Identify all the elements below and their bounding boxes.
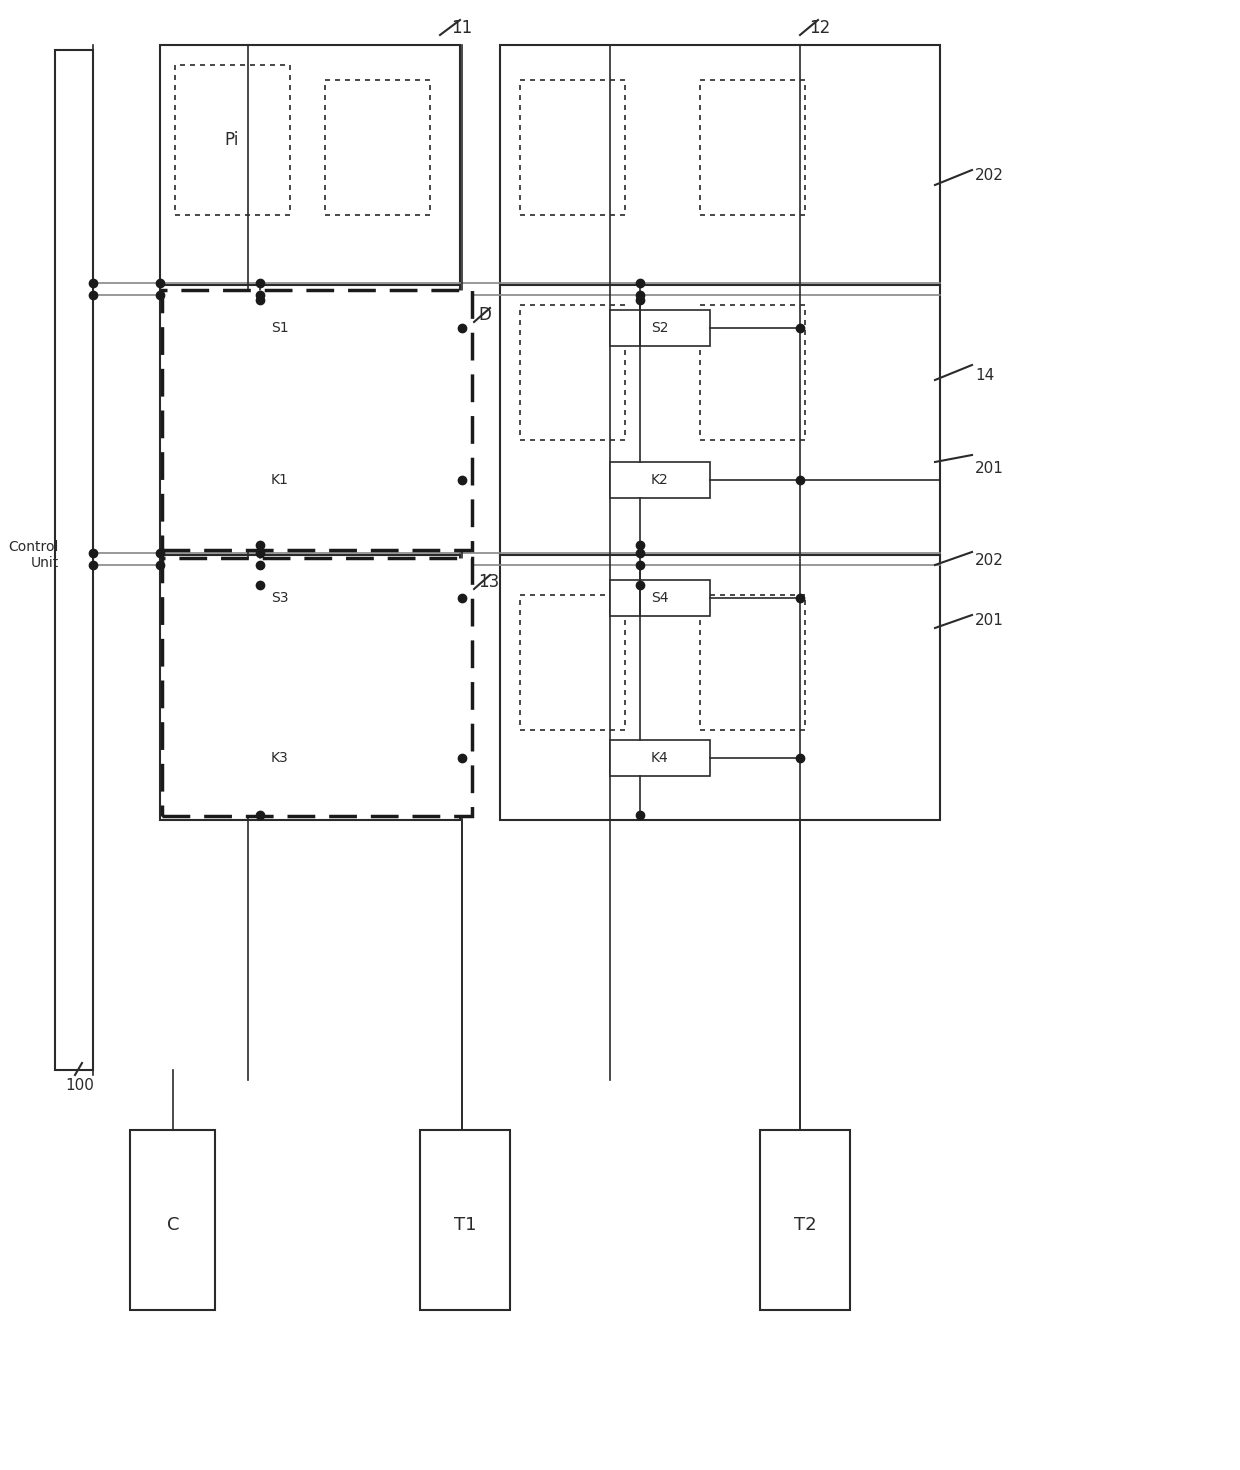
Text: T1: T1 (454, 1216, 476, 1233)
Text: Control
Unit: Control Unit (9, 539, 60, 570)
Bar (325, 595, 430, 731)
Text: 201: 201 (975, 613, 1004, 628)
Text: 100: 100 (64, 1078, 94, 1092)
Bar (229, 581, 330, 616)
Bar (175, 304, 280, 440)
Bar (55, 50, 93, 1070)
Bar (162, 559, 472, 816)
Text: K3: K3 (272, 751, 289, 764)
Bar (520, 79, 625, 215)
Text: S4: S4 (651, 591, 668, 606)
Text: 12: 12 (810, 19, 831, 37)
Text: S2: S2 (651, 320, 668, 335)
Bar (229, 310, 330, 345)
Bar (175, 65, 290, 215)
Bar (420, 1130, 510, 1310)
Text: 11: 11 (451, 19, 472, 37)
Bar (162, 290, 472, 550)
Bar (701, 304, 805, 440)
Bar (160, 46, 460, 285)
Bar (610, 462, 711, 498)
Bar (610, 581, 711, 616)
Text: D: D (477, 306, 491, 323)
Bar (610, 739, 711, 776)
Bar (701, 79, 805, 215)
Text: K4: K4 (651, 751, 668, 764)
Bar (500, 556, 940, 820)
Bar (701, 595, 805, 731)
Text: 202: 202 (975, 168, 1004, 182)
Text: C: C (166, 1216, 180, 1233)
Bar (520, 304, 625, 440)
Text: 201: 201 (975, 460, 1004, 475)
Bar (175, 595, 280, 731)
Bar (610, 310, 711, 345)
Bar (160, 285, 460, 556)
Bar (500, 46, 940, 285)
Text: T2: T2 (794, 1216, 816, 1233)
Bar (520, 595, 625, 731)
Text: 202: 202 (975, 553, 1004, 567)
Text: K1: K1 (272, 473, 289, 487)
Bar (130, 1130, 215, 1310)
Text: Pi: Pi (224, 131, 239, 148)
Bar (325, 304, 430, 440)
Bar (229, 739, 330, 776)
Bar (229, 462, 330, 498)
Text: 14: 14 (975, 368, 994, 382)
Text: S3: S3 (272, 591, 289, 606)
Bar (325, 79, 430, 215)
Text: 13: 13 (477, 573, 500, 591)
Text: K2: K2 (651, 473, 668, 487)
Bar (760, 1130, 849, 1310)
Bar (500, 285, 940, 556)
Text: S1: S1 (272, 320, 289, 335)
Bar (160, 556, 460, 820)
